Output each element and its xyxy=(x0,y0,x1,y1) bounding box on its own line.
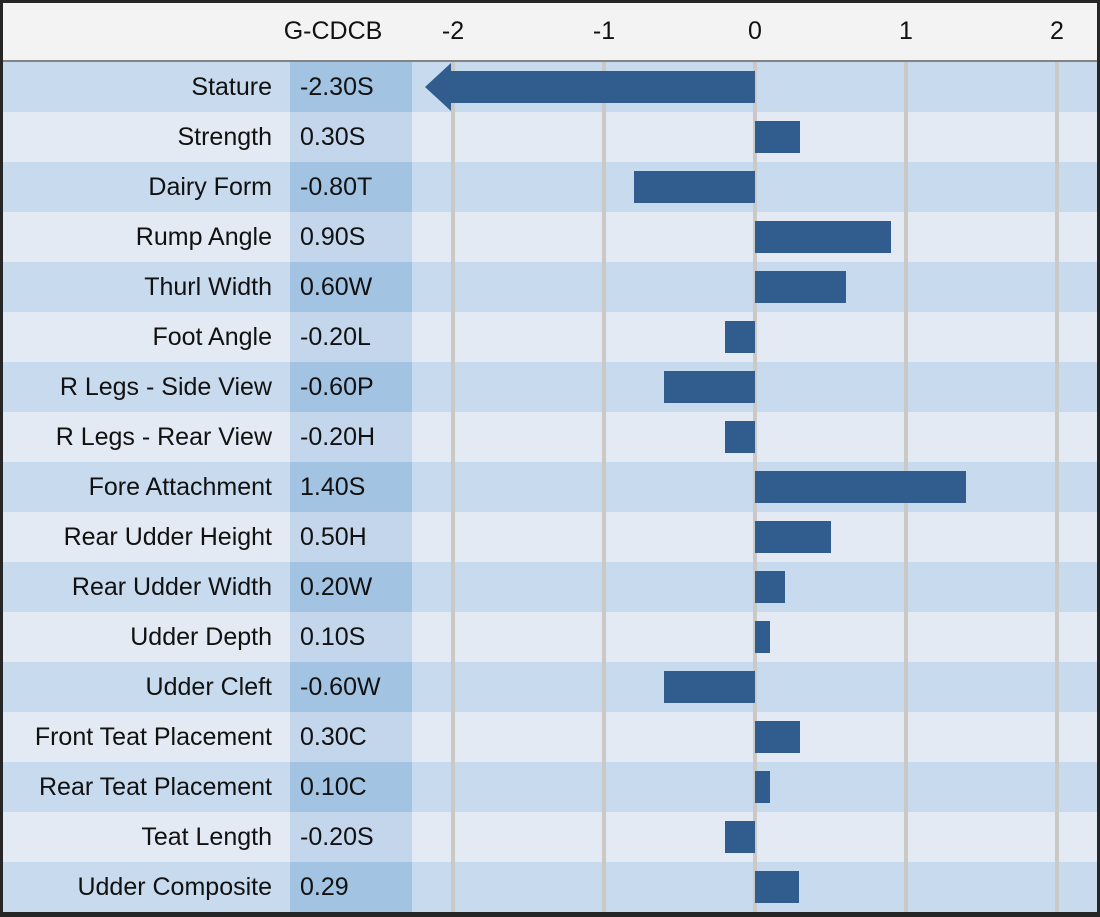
trait-bar xyxy=(724,821,755,853)
trait-value: 0.29 xyxy=(290,862,412,912)
trait-row: Strength 0.30S xyxy=(3,112,1097,162)
trait-label: Foot Angle xyxy=(3,312,290,362)
trait-bar xyxy=(664,371,755,403)
trait-value: -0.60P xyxy=(290,362,412,412)
trait-label: Rear Teat Placement xyxy=(3,762,290,812)
gridline xyxy=(451,62,455,912)
trait-label: Udder Depth xyxy=(3,612,290,662)
trait-bar xyxy=(724,321,755,353)
trait-row: Stature -2.30S xyxy=(3,62,1097,112)
trait-row: Rear Udder Width 0.20W xyxy=(3,562,1097,612)
axis-tick-label: -1 xyxy=(592,17,616,45)
trait-value: -0.60W xyxy=(290,662,412,712)
trait-bar xyxy=(724,421,755,453)
trait-value: 0.20W xyxy=(290,562,412,612)
trait-label: Front Teat Placement xyxy=(3,712,290,762)
trait-label: Udder Composite xyxy=(3,862,290,912)
trait-bar xyxy=(755,221,891,253)
gridline xyxy=(1055,62,1059,912)
trait-label: Dairy Form xyxy=(3,162,290,212)
trait-label: Rear Udder Width xyxy=(3,562,290,612)
trait-bar xyxy=(755,571,786,603)
trait-value: -0.80T xyxy=(290,162,412,212)
chart-header: G-CDCB -2 -1 0 1 2 xyxy=(3,3,1097,62)
trait-bar xyxy=(755,471,967,503)
trait-row: R Legs - Side View -0.60P xyxy=(3,362,1097,412)
trait-bar xyxy=(664,671,755,703)
axis-tick-label: 2 xyxy=(1050,17,1064,45)
trait-label: Rear Udder Height xyxy=(3,512,290,562)
axis-tick-label: 1 xyxy=(899,17,913,45)
trait-row: Fore Attachment 1.40S xyxy=(3,462,1097,512)
trait-value: 1.40S xyxy=(290,462,412,512)
rows: Stature -2.30S Strength 0.30S Dairy Form… xyxy=(3,62,1097,912)
trait-label: Strength xyxy=(3,112,290,162)
trait-row: Udder Composite 0.29 xyxy=(3,862,1097,912)
value-column-header: G-CDCB xyxy=(283,17,383,45)
trait-value: -0.20L xyxy=(290,312,412,362)
trait-value: 0.50H xyxy=(290,512,412,562)
trait-label: Teat Length xyxy=(3,812,290,862)
trait-value: 0.10C xyxy=(290,762,412,812)
trait-value: -0.20H xyxy=(290,412,412,462)
trait-bar xyxy=(755,621,771,653)
trait-row: Front Teat Placement 0.30C xyxy=(3,712,1097,762)
trait-bar xyxy=(755,271,846,303)
trait-row: Teat Length -0.20S xyxy=(3,812,1097,862)
trait-value: 0.30S xyxy=(290,112,412,162)
trait-row: Foot Angle -0.20L xyxy=(3,312,1097,362)
trait-label: R Legs - Rear View xyxy=(3,412,290,462)
trait-value: 0.10S xyxy=(290,612,412,662)
bar-cell xyxy=(412,362,1097,412)
trait-row: Udder Cleft -0.60W xyxy=(3,662,1097,712)
trait-row: Rear Udder Height 0.50H xyxy=(3,512,1097,562)
trait-value: -0.20S xyxy=(290,812,412,862)
trait-value: 0.60W xyxy=(290,262,412,312)
trait-value: 0.30C xyxy=(290,712,412,762)
trait-row: Dairy Form -0.80T xyxy=(3,162,1097,212)
trait-row: Rear Teat Placement 0.10C xyxy=(3,762,1097,812)
trait-bar xyxy=(755,771,771,803)
trait-value: 0.90S xyxy=(290,212,412,262)
trait-bar xyxy=(634,171,755,203)
gridline xyxy=(602,62,606,912)
trait-label: Stature xyxy=(3,62,290,112)
trait-label: Fore Attachment xyxy=(3,462,290,512)
trait-row: Udder Depth 0.10S xyxy=(3,612,1097,662)
off-scale-arrow-icon xyxy=(425,63,451,111)
trait-label: Udder Cleft xyxy=(3,662,290,712)
trait-bar xyxy=(755,871,799,903)
trait-label: Rump Angle xyxy=(3,212,290,262)
trait-row: Thurl Width 0.60W xyxy=(3,262,1097,312)
trait-bar xyxy=(755,721,801,753)
trait-value: -2.30S xyxy=(290,62,412,112)
trait-bar xyxy=(450,71,755,103)
axis-tick-label: 0 xyxy=(748,17,762,45)
trait-row: R Legs - Rear View -0.20H xyxy=(3,412,1097,462)
axis-tick-label: -2 xyxy=(441,17,465,45)
trait-bar xyxy=(755,521,831,553)
trait-row: Rump Angle 0.90S xyxy=(3,212,1097,262)
trait-label: Thurl Width xyxy=(3,262,290,312)
trait-label: R Legs - Side View xyxy=(3,362,290,412)
trait-bar xyxy=(755,121,801,153)
